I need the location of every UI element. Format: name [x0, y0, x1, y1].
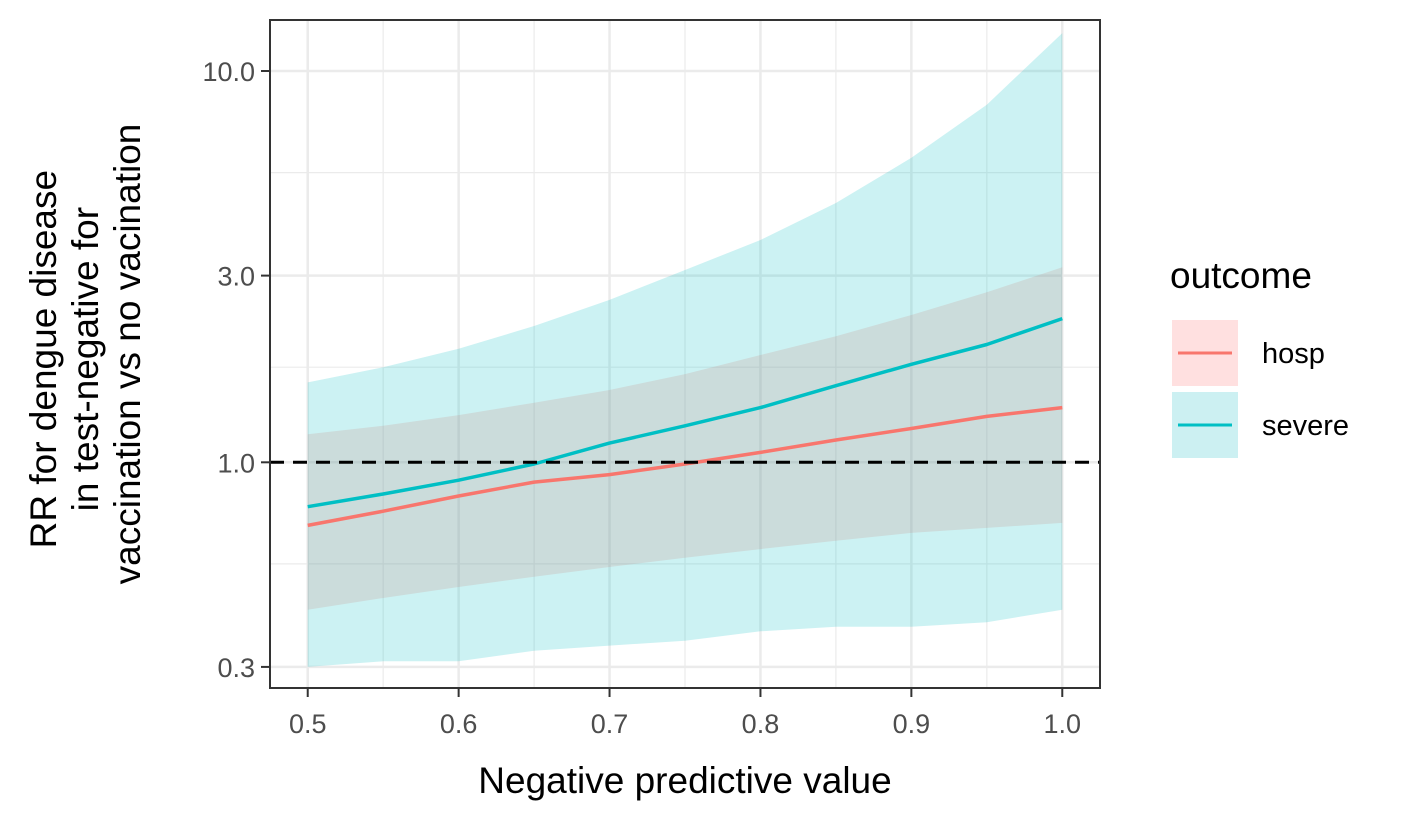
y-tick-label: 0.3 — [217, 653, 255, 683]
confidence-ribbons — [307, 33, 1063, 667]
x-tick-label: 0.7 — [591, 709, 629, 739]
y-axis-ticks: 0.3 1.0 3.0 10.0 — [202, 57, 270, 683]
x-axis-title: Negative predictive value — [478, 760, 891, 801]
x-tick-label: 0.8 — [742, 709, 780, 739]
plot-border — [269, 19, 1101, 689]
line-hosp — [307, 405, 1063, 528]
y-axis-title: RR for dengue disease in test-negative f… — [23, 124, 148, 585]
x-tick-label: 0.5 — [289, 709, 327, 739]
y-axis-title-line-2: in test-negative for — [65, 207, 106, 511]
x-tick-label: 0.6 — [440, 709, 478, 739]
y-tick-label: 1.0 — [217, 448, 255, 478]
ribbon-hosp — [307, 267, 1063, 610]
y-tick-label: 10.0 — [202, 57, 255, 87]
x-tick-label: 0.9 — [893, 709, 931, 739]
ribbon-severe — [307, 33, 1063, 667]
y-tick-label: 3.0 — [217, 262, 255, 292]
minor-grid — [270, 20, 1100, 688]
line-severe — [307, 316, 1063, 509]
x-axis-ticks: 0.5 0.6 0.7 0.8 0.9 1.0 — [289, 688, 1081, 739]
legend-label-severe: severe — [1262, 410, 1349, 442]
y-axis-title-line-1: RR for dengue disease — [23, 170, 64, 548]
legend-label-hosp: hosp — [1262, 338, 1325, 370]
legend: outcome hosp severe — [1170, 255, 1349, 458]
x-tick-label: 1.0 — [1043, 709, 1081, 739]
series-lines — [307, 316, 1063, 528]
svg-text:RR for dengue disease in: RR for dengue disease in test-negative f… — [23, 124, 148, 585]
legend-title: outcome — [1170, 255, 1312, 296]
y-axis-title-line-3: vaccination vs no vacination — [107, 124, 148, 585]
